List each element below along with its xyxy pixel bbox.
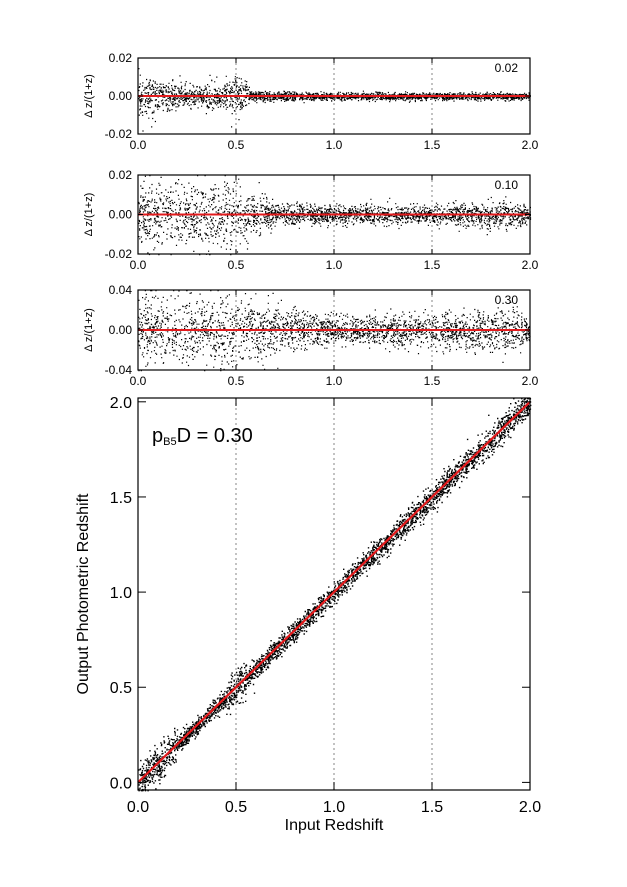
x-tick-label: 2.0 — [522, 374, 539, 388]
y-tick-label: 0.04 — [109, 283, 133, 297]
residual-panel-2: 0.0 0.5 1.0 1.5 2.0 0.02 0.00 -0.02 0.10 Δ z/(1… — [83, 168, 539, 272]
x-tick-label: 1.5 — [424, 374, 441, 388]
x-tick-label: 1.0 — [326, 138, 343, 152]
x-axis-label: Input Redshift — [285, 817, 384, 834]
y-tick-label: 0.0 — [110, 775, 132, 792]
x-tick-label: 0.0 — [127, 799, 149, 816]
axis-ticks: 0.0 0.5 1.0 1.5 2.0 0.0 0.5 1.0 1.5 2.0 — [110, 395, 541, 816]
x-tick-label: 0.0 — [130, 138, 147, 152]
noise-level-label: 0.30 — [495, 293, 519, 307]
y-axis-label: Δ z/(1+z) — [83, 193, 95, 237]
x-tick-label: 2.0 — [522, 138, 539, 152]
axis-ticks: 0.0 0.5 1.0 1.5 2.0 0.02 0.00 -0.02 — [105, 51, 539, 152]
dotted-redshift-lines — [235, 175, 433, 254]
y-tick-label: 1.5 — [110, 490, 132, 507]
scatter-points — [138, 68, 531, 132]
noise-parameter-label: pB5D = 0.30 — [152, 425, 253, 448]
y-axis-label: Δ z/(1+z) — [83, 74, 95, 118]
x-tick-label: 0.5 — [228, 258, 245, 272]
noise-level-label: 0.02 — [495, 61, 519, 75]
annotation-subscript: B5 — [163, 436, 176, 448]
axis-ticks: 0.0 0.5 1.0 1.5 2.0 0.04 0.00 -0.04 — [105, 283, 539, 388]
residual-panel-1: 0.0 0.5 1.0 1.5 2.0 0.02 0.00 -0.02 0.02 Δ z/(1… — [83, 51, 539, 152]
y-tick-label: 0.00 — [109, 89, 133, 103]
annotation-suffix: D = 0.30 — [177, 425, 253, 447]
x-tick-label: 2.0 — [519, 799, 541, 816]
x-tick-label: 0.5 — [225, 799, 247, 816]
y-axis-label: Output Photometric Redshift — [75, 493, 92, 695]
y-tick-label: -0.02 — [105, 247, 133, 261]
axis-ticks: 0.0 0.5 1.0 1.5 2.0 0.02 0.00 -0.02 — [105, 168, 539, 272]
y-tick-label: 0.00 — [109, 208, 133, 222]
x-tick-label: 0.5 — [228, 374, 245, 388]
y-tick-label: 0.00 — [109, 323, 133, 337]
scatter-points-cloud — [138, 68, 531, 132]
noise-level-label: 0.10 — [495, 178, 519, 192]
residual-panel-3: 0.0 0.5 1.0 1.5 2.0 0.04 0.00 -0.04 0.30 Δ z/(1… — [83, 283, 539, 388]
dotted-redshift-lines — [235, 398, 433, 790]
x-tick-label: 0.0 — [130, 258, 147, 272]
y-tick-label: 0.02 — [109, 51, 133, 65]
one-to-one-reference-line — [137, 401, 531, 784]
y-tick-label: 1.0 — [110, 585, 132, 602]
x-tick-label: 2.0 — [522, 258, 539, 272]
x-tick-label: 1.5 — [424, 258, 441, 272]
y-tick-label: 2.0 — [110, 395, 132, 412]
x-tick-label: 1.0 — [326, 374, 343, 388]
x-tick-label: 1.5 — [424, 138, 441, 152]
x-tick-label: 1.5 — [421, 799, 443, 816]
y-tick-label: -0.02 — [105, 127, 133, 141]
x-tick-label: 1.0 — [323, 799, 345, 816]
x-tick-label: 1.0 — [326, 258, 343, 272]
main-redshift-panel: 0.0 0.5 1.0 1.5 2.0 0.0 0.5 1.0 1.5 2.0 pB5D = 0.… — [75, 395, 541, 834]
annotation-prefix: p — [152, 425, 163, 447]
y-tick-label: -0.04 — [105, 363, 133, 377]
x-tick-label: 0.0 — [130, 374, 147, 388]
y-axis-label: Δ z/(1+z) — [83, 308, 95, 352]
y-tick-label: 0.5 — [110, 680, 132, 697]
x-tick-label: 0.5 — [228, 138, 245, 152]
y-tick-label: 0.02 — [109, 168, 133, 182]
reference-line — [137, 401, 531, 784]
